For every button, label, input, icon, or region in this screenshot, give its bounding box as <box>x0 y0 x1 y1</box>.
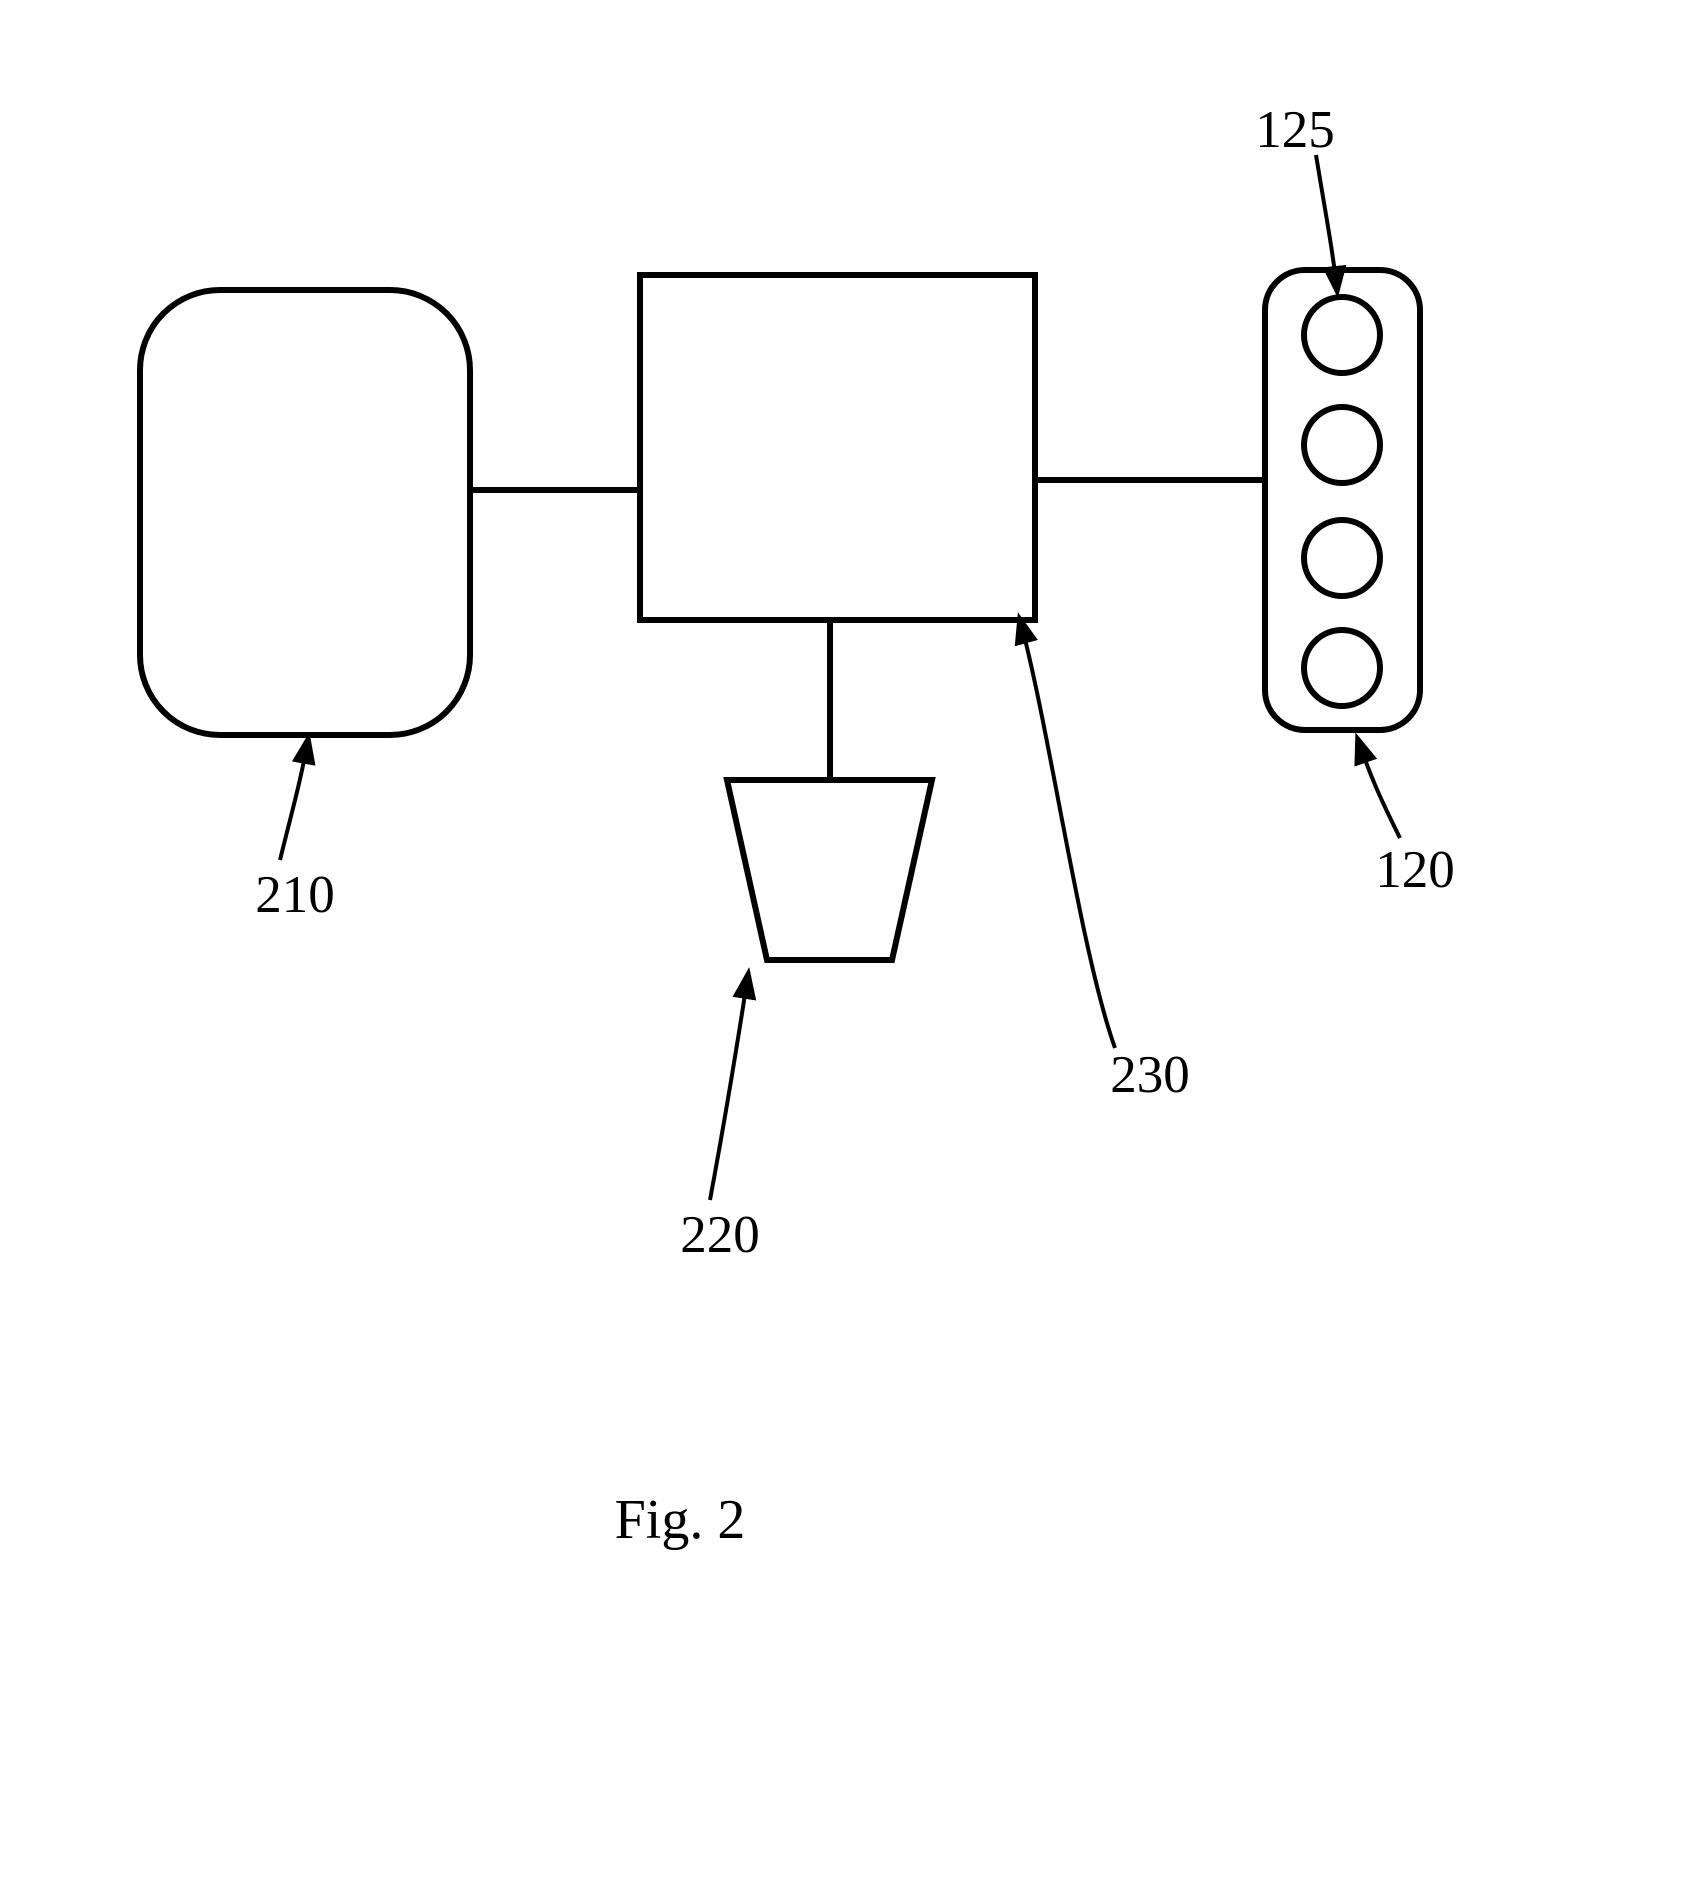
circle-125-1 <box>1304 297 1380 373</box>
circle-125-3 <box>1304 520 1380 596</box>
label-210: 210 <box>255 865 335 925</box>
block-230 <box>640 275 1035 620</box>
block-220 <box>727 780 932 960</box>
figure-caption: Fig. 2 <box>615 1488 746 1552</box>
diagram-svg <box>0 0 1681 1893</box>
leader-120 <box>1358 740 1400 838</box>
block-210 <box>140 290 470 735</box>
label-120: 120 <box>1375 840 1455 900</box>
circle-125-2 <box>1304 407 1380 483</box>
label-220: 220 <box>680 1205 760 1265</box>
label-125: 125 <box>1255 100 1335 160</box>
leader-220 <box>710 975 748 1200</box>
leader-210 <box>280 740 308 860</box>
circle-125-4 <box>1304 630 1380 706</box>
label-230: 230 <box>1110 1045 1190 1105</box>
leader-230 <box>1020 620 1115 1048</box>
